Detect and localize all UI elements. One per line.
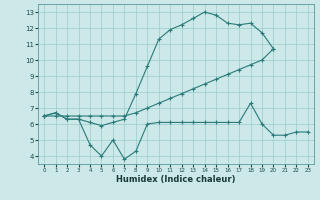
X-axis label: Humidex (Indice chaleur): Humidex (Indice chaleur) (116, 175, 236, 184)
